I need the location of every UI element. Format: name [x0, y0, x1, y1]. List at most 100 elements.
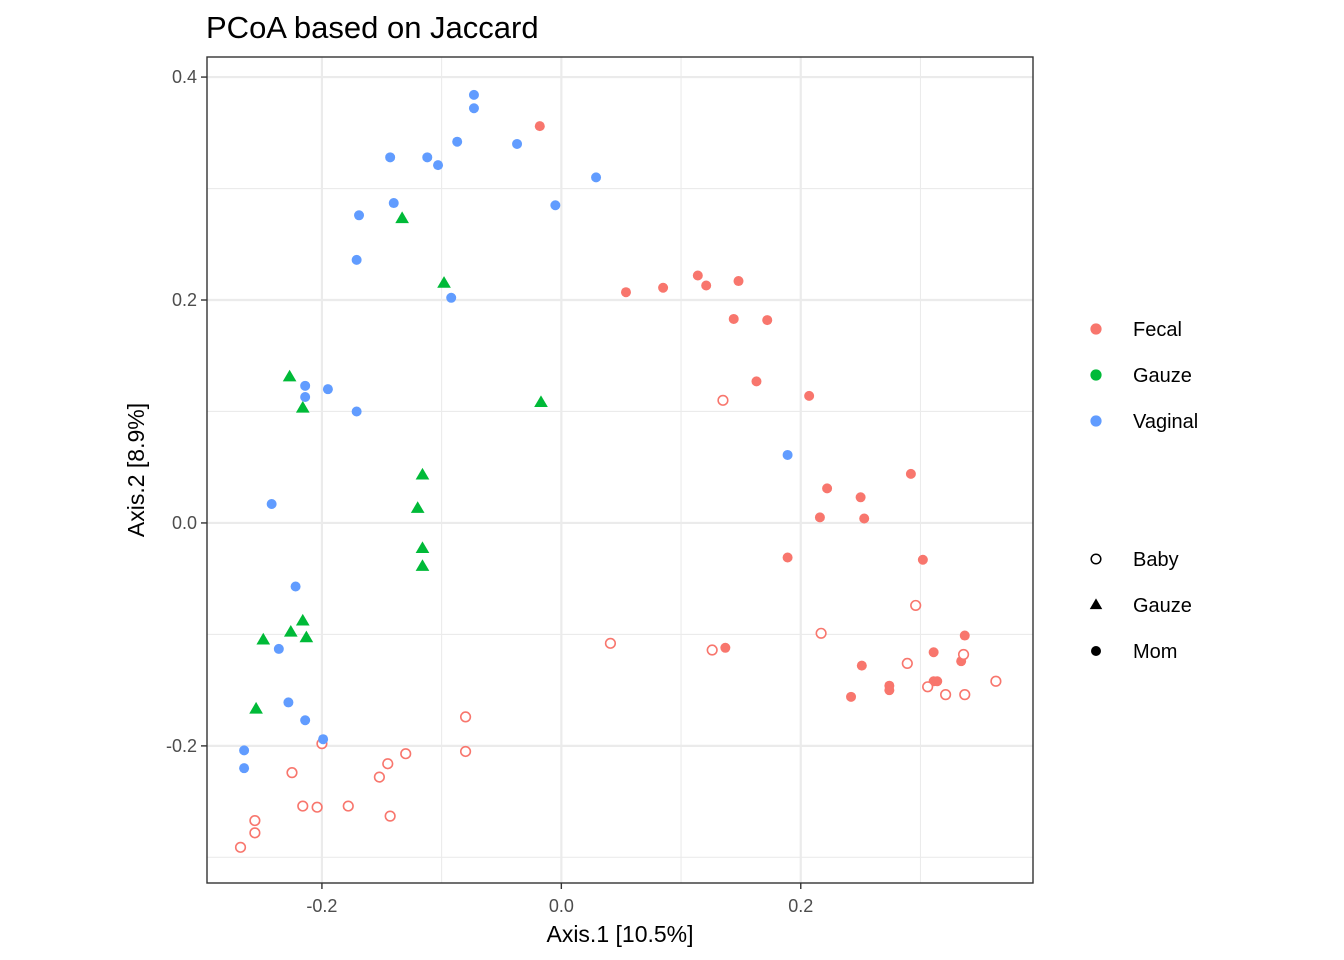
point-fecal-mom: [701, 280, 712, 291]
point-gauze-gauze: [415, 467, 430, 480]
point-vaginal-mom: [388, 198, 399, 209]
gridlines: [207, 57, 1033, 883]
point-fecal-mom: [762, 315, 773, 326]
point-vaginal-mom: [422, 152, 433, 163]
legend-key-fecal: [1090, 323, 1102, 335]
point-vaginal-mom: [322, 384, 333, 395]
point-vaginal-mom: [351, 406, 362, 417]
point-fecal-mom: [620, 287, 631, 298]
point-vaginal-mom: [300, 391, 311, 402]
point-fecal-baby: [311, 801, 323, 813]
x-tick-label: 0.0: [549, 896, 574, 916]
point-gauze-gauze: [295, 613, 310, 626]
chart-title: PCoA based on Jaccard: [206, 10, 539, 45]
point-fecal-mom: [928, 647, 939, 658]
x-axis: -0.2 0.0 0.2: [306, 883, 813, 916]
legend-label-vaginal: Vaginal: [1133, 411, 1198, 433]
legend-label-baby: Baby: [1133, 549, 1179, 571]
point-vaginal-mom: [591, 172, 602, 183]
point-fecal-mom: [822, 483, 833, 494]
point-vaginal-mom: [290, 581, 301, 592]
point-fecal-baby: [957, 648, 970, 661]
legend-sample-type: Fecal Gauze Vaginal: [1090, 319, 1198, 433]
point-vaginal-mom: [385, 152, 396, 163]
point-fecal-baby: [400, 748, 412, 760]
x-tick-label: 0.2: [788, 896, 813, 916]
point-fecal-baby: [910, 599, 922, 612]
legend-key-mom: [1091, 646, 1101, 656]
point-vaginal-mom: [273, 643, 284, 654]
point-gauze-gauze: [437, 276, 451, 288]
legend-label-gauze: Gauze: [1133, 365, 1192, 387]
legend-key-vaginal: [1090, 415, 1102, 427]
point-gauze-gauze: [282, 369, 297, 382]
point-vaginal-mom: [239, 763, 250, 774]
legend-key-gauze: [1089, 598, 1103, 610]
y-tick-label: 0.2: [172, 290, 197, 310]
point-fecal-baby: [249, 827, 261, 839]
point-gauze-gauze: [256, 632, 271, 645]
point-vaginal-mom: [300, 380, 311, 391]
point-vaginal-mom: [550, 200, 561, 211]
data-points: [234, 89, 1002, 853]
point-fecal-baby: [373, 771, 385, 783]
point-vaginal-mom: [446, 292, 457, 303]
point-fecal-baby: [901, 657, 913, 670]
point-vaginal-mom: [266, 498, 277, 509]
legend-label-mom: Mom: [1133, 641, 1177, 663]
point-vaginal-mom: [433, 160, 444, 171]
point-gauze-gauze: [415, 541, 430, 554]
point-fecal-mom: [905, 468, 916, 479]
panel-border: [206, 56, 1034, 884]
point-fecal-baby: [384, 810, 396, 822]
y-tick-label: -0.2: [166, 736, 197, 756]
point-fecal-mom: [814, 512, 825, 523]
point-fecal-mom: [728, 313, 739, 324]
y-axis: -0.2 0.0 0.2 0.4: [166, 67, 207, 756]
point-fecal-mom: [658, 282, 669, 293]
point-fecal-mom: [855, 492, 866, 503]
point-fecal-mom: [804, 390, 815, 401]
point-fecal-mom: [959, 630, 970, 641]
point-fecal-baby: [922, 681, 934, 693]
legend-key-baby: [1090, 553, 1102, 565]
point-fecal-baby: [706, 644, 718, 656]
point-fecal-baby: [940, 689, 952, 701]
x-axis-title: Axis.1 [10.5%]: [546, 921, 693, 947]
x-tick-label: -0.2: [306, 896, 337, 916]
point-fecal-mom: [751, 376, 762, 387]
point-fecal-baby: [234, 841, 247, 853]
point-fecal-mom: [733, 276, 744, 287]
point-fecal-mom: [720, 642, 731, 653]
point-fecal-baby: [297, 800, 309, 812]
plot-panel: [206, 56, 1034, 884]
point-fecal-baby: [717, 394, 729, 406]
point-fecal-baby: [459, 711, 472, 723]
point-fecal-baby: [342, 800, 354, 812]
point-fecal-baby: [459, 745, 472, 758]
point-gauze-gauze: [534, 395, 548, 408]
point-gauze-gauze: [295, 400, 310, 413]
point-fecal-baby: [382, 758, 394, 770]
point-gauze-gauze: [283, 624, 298, 637]
point-fecal-mom: [884, 685, 895, 696]
point-fecal-baby: [815, 627, 827, 639]
point-fecal-mom: [782, 552, 793, 563]
point-fecal-mom: [859, 513, 870, 524]
point-fecal-mom: [692, 270, 703, 281]
point-vaginal-mom: [782, 449, 793, 460]
point-vaginal-mom: [283, 697, 294, 708]
point-gauze-gauze: [415, 559, 430, 571]
point-fecal-baby: [990, 675, 1002, 687]
point-fecal-baby: [249, 814, 261, 827]
y-axis-title: Axis.2 [8.9%]: [123, 403, 149, 537]
point-vaginal-mom: [318, 734, 329, 745]
point-vaginal-mom: [468, 103, 479, 114]
point-fecal-mom: [917, 554, 928, 565]
legend-subject: Baby Gauze Mom: [1089, 549, 1192, 663]
point-gauze-gauze: [395, 211, 409, 224]
point-vaginal-mom: [300, 715, 311, 726]
point-gauze-gauze: [410, 501, 425, 513]
legend-label-gauze: Gauze: [1133, 595, 1192, 617]
point-fecal-mom: [856, 660, 867, 671]
